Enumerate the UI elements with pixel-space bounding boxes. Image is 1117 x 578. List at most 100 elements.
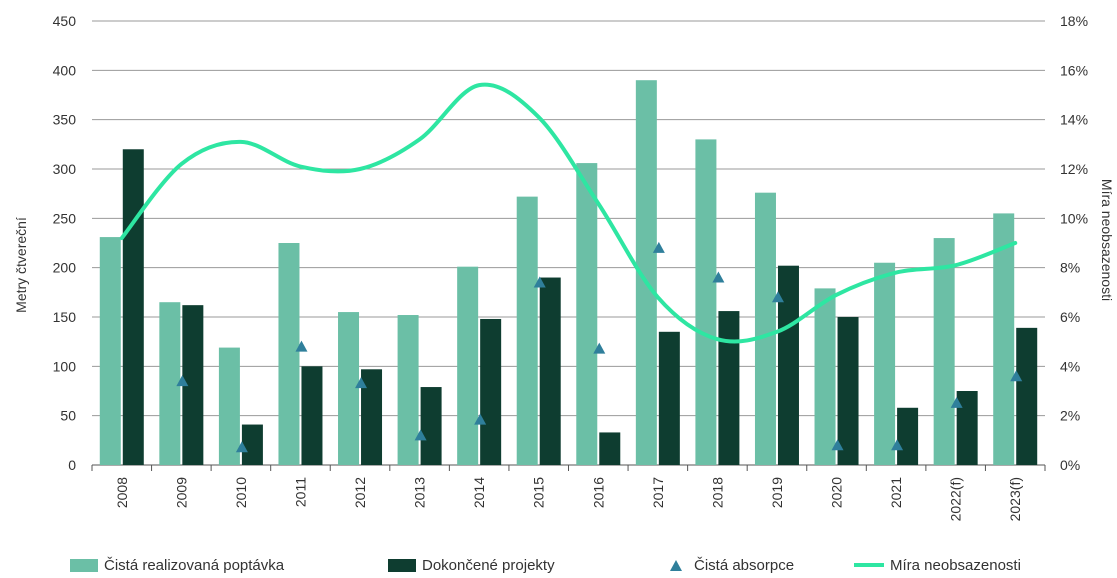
- legend-swatch-net-take-up: [70, 558, 98, 572]
- y-tick-label: 0: [68, 457, 76, 473]
- x-tick-label: 2014: [471, 477, 487, 508]
- bar-net-take-up: [754, 192, 776, 465]
- bar-net-take-up: [576, 163, 598, 465]
- bar-completions: [777, 265, 799, 465]
- bar-net-take-up: [516, 196, 538, 466]
- bar-completions: [122, 149, 144, 465]
- bar-net-take-up: [338, 312, 360, 465]
- bar-net-take-up: [218, 347, 240, 465]
- bar-completions: [361, 369, 383, 465]
- bar-completions: [539, 277, 561, 465]
- legend-item-absorption: Čistá absorpce: [664, 554, 794, 576]
- y2-tick-label: 8%: [1060, 260, 1080, 276]
- bar-net-take-up: [99, 237, 121, 465]
- vacancy-rate-line: [119, 82, 1018, 344]
- x-tick-label: 2023(f): [1007, 477, 1023, 521]
- absorption-marker: [355, 377, 368, 389]
- left-axis-ticks: 0 50 100 150 200 250 300 350 400 450: [53, 13, 77, 473]
- x-tick-label: 2008: [114, 477, 130, 508]
- bar-net-take-up: [993, 213, 1015, 465]
- y2-tick-label: 6%: [1060, 309, 1080, 325]
- absorption-marker: [176, 375, 189, 387]
- bar-net-take-up: [457, 266, 479, 465]
- bars-layer: [91, 80, 1046, 471]
- y2-tick-label: 14%: [1060, 112, 1088, 128]
- y-tick-label: 100: [53, 358, 77, 374]
- bar-completions: [182, 305, 204, 465]
- x-tick-label: 2021: [888, 477, 904, 508]
- bar-completions: [420, 387, 442, 465]
- absorption-marker: [235, 441, 248, 453]
- y-axis-title: Metry čtvereční: [13, 217, 29, 313]
- y2-tick-label: 2%: [1060, 408, 1080, 424]
- y2-tick-label: 18%: [1060, 13, 1088, 29]
- legend-label-completions: Dokončené projekty: [422, 556, 555, 574]
- y-tick-label: 400: [53, 62, 77, 78]
- x-tick-label: 2016: [590, 477, 606, 508]
- gridlines: [92, 20, 1045, 466]
- absorption-marker: [1010, 370, 1023, 382]
- absorption-marker: [950, 396, 963, 408]
- triangle-icon: [670, 559, 682, 571]
- absorption-marker: [474, 413, 487, 425]
- y-tick-label: 450: [53, 13, 77, 29]
- y2-tick-label: 16%: [1060, 62, 1088, 78]
- y-tick-label: 150: [53, 309, 77, 325]
- bar-completions: [718, 311, 740, 465]
- y2-tick-label: 12%: [1060, 161, 1088, 177]
- x-tick-label: 2017: [650, 477, 666, 508]
- absorption-markers-layer: [176, 241, 1023, 453]
- x-tick-label: 2010: [233, 477, 249, 508]
- bar-completions: [1016, 327, 1038, 465]
- bar-net-take-up: [278, 243, 300, 465]
- legend-item-completions: Dokončené projekty: [388, 554, 555, 576]
- absorption-marker: [593, 342, 606, 354]
- bar-completions: [241, 424, 263, 465]
- bar-completions: [599, 432, 621, 465]
- x-tick-label: 2022(f): [948, 477, 964, 521]
- bar-net-take-up: [695, 139, 717, 465]
- bar-net-take-up: [814, 288, 836, 465]
- absorption-marker: [652, 241, 665, 253]
- legend-label-vacancy: Míra neobsazenosti: [890, 556, 1021, 574]
- bar-completions: [301, 366, 323, 465]
- bar-net-take-up: [874, 262, 896, 465]
- bar-completions: [897, 407, 919, 465]
- legend-label-absorption: Čistá absorpce: [694, 556, 795, 574]
- x-tick-label: 2013: [412, 477, 428, 508]
- bar-net-take-up: [933, 238, 955, 465]
- y2-tick-label: 4%: [1060, 358, 1080, 374]
- y-tick-label: 50: [60, 408, 76, 424]
- x-tick-label: 2015: [531, 477, 547, 508]
- bar-completions: [480, 318, 502, 465]
- absorption-marker: [295, 340, 308, 352]
- x-axis-ticks: 2008 2009 2010 2011 2012 2013 2014 2015 2016 2017…: [114, 477, 1023, 522]
- legend: Čistá realizovaná poptávka Dokončené pro…: [0, 554, 1117, 576]
- legend-item-vacancy: Míra neobsazenosti: [854, 554, 1021, 576]
- y2-tick-label: 0%: [1060, 457, 1080, 473]
- y-tick-label: 250: [53, 210, 77, 226]
- x-tick-label: 2011: [292, 477, 308, 507]
- right-axis-ticks: 0% 2% 4% 6% 8% 10% 12% 14% 16% 18%: [1060, 13, 1088, 473]
- absorption-marker: [414, 429, 427, 441]
- chart: 0 50 100 150 200 250 300 350 400 450 0% 2% 4% 6% 8% 10…: [13, 13, 1115, 522]
- legend-item-net-take-up: Čistá realizovaná poptávka: [70, 554, 284, 576]
- x-tick-label: 2009: [173, 477, 189, 508]
- bar-completions: [658, 331, 680, 465]
- y2-axis-title: Míra neobsazenosti: [1099, 179, 1115, 301]
- y-tick-label: 300: [53, 161, 77, 177]
- absorption-marker: [712, 271, 725, 283]
- bar-completions: [956, 391, 978, 465]
- x-tick-label: 2012: [352, 477, 368, 508]
- y-tick-label: 200: [53, 260, 77, 276]
- vacancy-line-layer: [119, 82, 1018, 344]
- bar-completions: [837, 317, 859, 465]
- absorption-marker: [533, 276, 546, 288]
- legend-swatch-vacancy: [854, 563, 884, 567]
- legend-swatch-completions: [388, 558, 416, 572]
- absorption-marker: [891, 439, 904, 451]
- absorption-marker: [771, 291, 784, 303]
- x-tick-label: 2019: [769, 477, 785, 508]
- bar-net-take-up: [397, 315, 419, 465]
- bar-net-take-up: [635, 80, 657, 465]
